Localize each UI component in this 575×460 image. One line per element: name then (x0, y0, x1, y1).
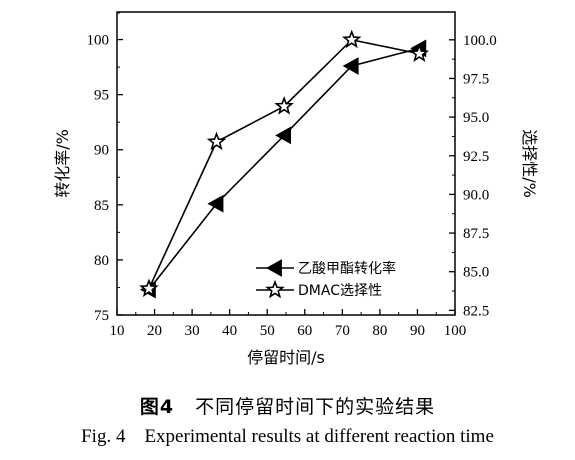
y-left-tick-label: 80 (94, 253, 109, 269)
x-tick-label: 20 (147, 323, 162, 339)
y-right-tick-label: 92.5 (463, 149, 489, 165)
selectivity-point (206, 131, 227, 151)
selectivity-point (274, 96, 294, 115)
y-right-tick-label: 87.5 (463, 226, 489, 242)
y-left-axis-title: 转化率/% (53, 129, 72, 198)
legend-selectivity-label: DMAC选择性 (298, 283, 382, 299)
y-right-tick-label: 85.0 (463, 265, 489, 281)
x-tick-label: 100 (444, 323, 467, 339)
x-tick-label: 10 (110, 323, 125, 339)
figure-number: 图4 (139, 396, 175, 418)
y-right-tick-label: 90.0 (463, 187, 489, 203)
x-axis-title: 停留时间/s (247, 348, 325, 367)
conversion-point (207, 194, 224, 213)
selectivity-point (409, 43, 430, 63)
x-tick-label: 60 (297, 323, 312, 339)
series-selectivity-line (148, 38, 420, 290)
legend-conversion-marker (265, 259, 282, 277)
conversion-point (275, 126, 292, 145)
figure-caption-en: Fig. 4 Experimental results at different… (81, 426, 494, 447)
legend-conversion-label: 乙酸甲酯转化率 (298, 260, 396, 277)
legend-selectivity-marker (265, 279, 285, 299)
x-tick-label: 90 (410, 323, 425, 339)
plot-frame (116, 11, 456, 316)
y-left-tick-label: 100 (87, 33, 110, 49)
y-left-tick-label: 95 (94, 88, 109, 104)
x-tick-label: 80 (372, 323, 387, 339)
figure-caption-zh: 图4 不同停留时间下的实验结果 (0, 392, 575, 419)
selectivity-point (139, 278, 159, 298)
y-left-tick-label: 90 (94, 143, 109, 159)
figure-caption-zh-text: 不同停留时间下的实验结果 (195, 396, 436, 418)
y-right-tick-label: 95.0 (463, 110, 489, 126)
y-left-tick-label: 85 (94, 198, 109, 214)
x-tick-label: 50 (260, 323, 275, 339)
y-left-tick-label: 75 (94, 308, 109, 324)
chart: 10 20 30 40 50 60 70 80 90 100 75 80 85 90 95 100 82.5 85… (53, 11, 539, 367)
x-tick-label: 70 (335, 323, 350, 339)
conversion-point (342, 57, 359, 75)
x-tick-label: 30 (185, 323, 200, 339)
y-right-tick-label: 97.5 (463, 71, 489, 87)
y-right-axis-title: 选择性/% (520, 129, 539, 198)
y-right-tick-label: 100.0 (463, 33, 497, 49)
series-conversion-line (148, 47, 420, 291)
x-tick-label: 40 (222, 323, 237, 339)
y-right-tick-label: 82.5 (463, 303, 489, 319)
selectivity-point (341, 29, 362, 49)
